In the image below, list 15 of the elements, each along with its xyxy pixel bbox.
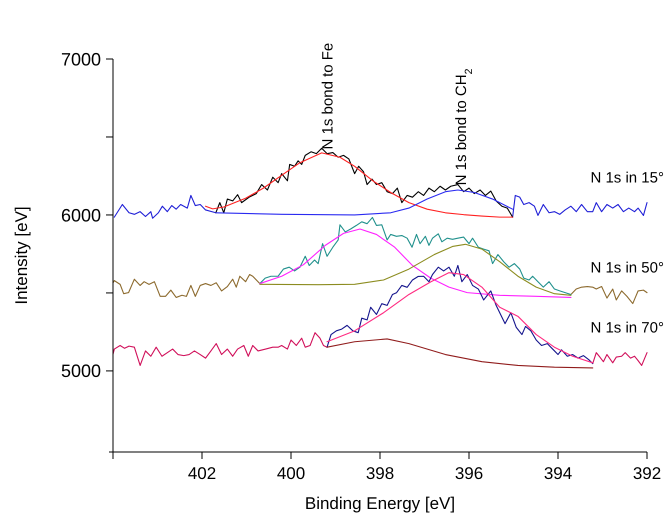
y-axis-title: Intensity [eV] bbox=[12, 206, 31, 305]
x-tick-label: 394 bbox=[544, 464, 572, 483]
x-tick-label: 400 bbox=[276, 464, 306, 483]
series-label: N 1s in 50° bbox=[590, 260, 664, 277]
series-label: N 1s in 70° bbox=[590, 320, 664, 337]
x-tick-label: 396 bbox=[454, 464, 484, 483]
annotation: N 1s bond to Fe bbox=[320, 42, 337, 150]
x-tick-label: 402 bbox=[188, 464, 216, 483]
x-tick-label: 392 bbox=[632, 464, 662, 483]
x-axis-title: Binding Energy [eV] bbox=[304, 494, 456, 513]
series-label: N 1s in 15° bbox=[590, 170, 664, 187]
y-tick-label: 5000 bbox=[60, 361, 101, 382]
y-tick-label: 7000 bbox=[60, 49, 101, 70]
x-tick-label: 398 bbox=[366, 464, 394, 483]
y-tick-label: 6000 bbox=[60, 205, 101, 226]
